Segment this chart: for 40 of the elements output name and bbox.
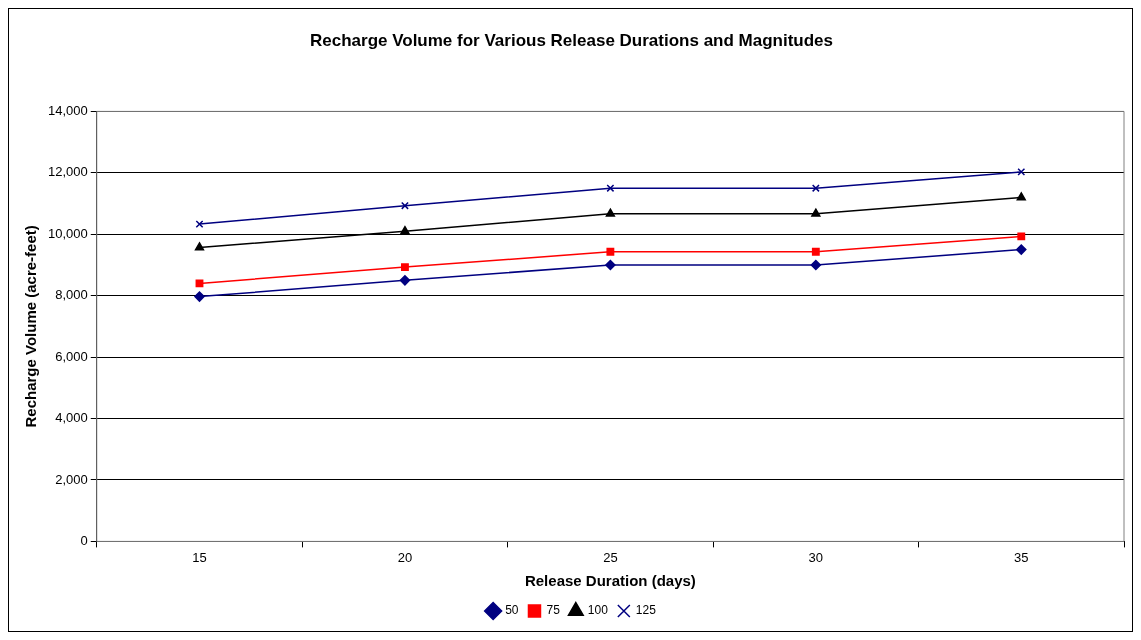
- point: [1016, 244, 1027, 255]
- point: [606, 184, 615, 193]
- point: [606, 247, 615, 256]
- point: [401, 263, 409, 272]
- point: [195, 279, 204, 288]
- point: [1017, 232, 1026, 241]
- chart-title: Recharge Volume for Various Release Durations and Magnitudes: [309, 30, 834, 50]
- legend-label: 50: [505, 603, 519, 618]
- x-axis-title: Release Duration (days): [524, 572, 696, 590]
- legend-label: 100: [587, 603, 609, 618]
- point: [1016, 192, 1026, 201]
- y-tick-label: 14,000: [48, 102, 88, 118]
- x-tick-label: 35: [1014, 549, 1029, 565]
- legend-label: 125: [635, 603, 657, 618]
- point: [811, 184, 820, 193]
- y-tick-label: 6,000: [55, 348, 88, 364]
- y-tick-label: 12,000: [48, 164, 88, 180]
- x-tick-label: 25: [603, 549, 618, 565]
- legend-label: 75: [546, 603, 561, 618]
- y-tick-label: 0: [80, 532, 88, 548]
- point: [811, 247, 820, 256]
- x-tick-label: 20: [397, 549, 413, 565]
- y-tick-label: 2,000: [55, 471, 88, 487]
- x-tick-label: 30: [808, 549, 824, 565]
- x-tick-label: 15: [192, 549, 207, 565]
- y-tick-label: 8,000: [55, 287, 88, 303]
- point: [605, 259, 616, 271]
- y-axis-title: Recharge Volume (acre-feet): [22, 225, 40, 428]
- point: [605, 208, 616, 217]
- point: [399, 275, 411, 286]
- point: [194, 242, 205, 251]
- point: [811, 208, 821, 217]
- point: [400, 225, 410, 235]
- point: [401, 201, 409, 210]
- point: [195, 220, 204, 229]
- y-tick-label: 4,000: [55, 410, 88, 426]
- point: [194, 291, 205, 302]
- point: [1017, 167, 1026, 176]
- y-tick-label: 10,000: [48, 225, 88, 241]
- point: [810, 259, 822, 271]
